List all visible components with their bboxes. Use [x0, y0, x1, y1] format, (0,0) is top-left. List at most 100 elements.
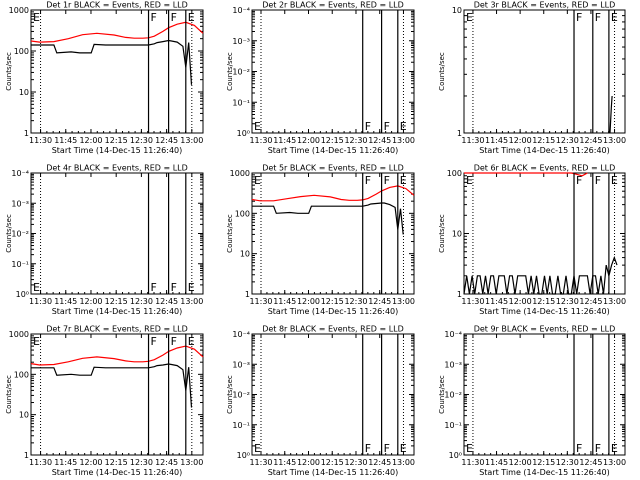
y-tick-label: 10⁻²	[232, 68, 250, 77]
y-tick-label: 10	[452, 230, 462, 239]
event-marker-label: F	[384, 174, 390, 187]
event-marker-label: F	[384, 120, 390, 133]
plot-frame	[251, 9, 415, 134]
plot-frame	[30, 172, 204, 295]
y-tick-label: 10⁻²	[11, 230, 29, 239]
x-tick-label: 12:45	[368, 136, 391, 145]
y-tick-label: 10⁰	[237, 129, 250, 138]
x-tick-label: 12:15	[321, 136, 344, 145]
x-tick-label: 12:45	[155, 297, 178, 306]
x-tick-label: 11:30	[461, 458, 484, 467]
x-axis-label: Start Time (14-Dec-15 11:26:40)	[479, 468, 610, 477]
chart-title: Det 6r BLACK = Events, RED = LLD	[474, 164, 616, 173]
chart-panel-4: Det 4r BLACK = Events, RED = LLD 11:30 11:…	[5, 164, 204, 316]
x-tick-label: 11:45	[54, 136, 77, 145]
y-axis-label: Counts/sec	[226, 214, 234, 253]
y-tick-label: 100	[14, 47, 29, 56]
x-axis-label: Start Time (14-Dec-15 11:26:40)	[52, 146, 183, 155]
y-tick-label: 10⁻⁴	[232, 6, 250, 15]
event-marker-label: F	[171, 335, 177, 348]
x-tick-label: 11:45	[54, 458, 77, 467]
y-tick-label: 10⁻¹	[232, 98, 250, 107]
y-axis-label: Counts/sec	[5, 375, 13, 414]
x-tick-label: 12:30	[344, 297, 367, 306]
x-tick-label: 13:00	[392, 458, 415, 467]
chart-title: Det 1r BLACK = Events, RED = LLD	[46, 1, 188, 10]
x-tick-label: 12:30	[556, 136, 579, 145]
event-marker-label: E	[188, 11, 195, 24]
x-tick-label: 12:00	[509, 136, 532, 145]
x-tick-label: 11:30	[29, 297, 52, 306]
series-line-1	[31, 363, 193, 408]
chart-panel-9: Det 9r BLACK = Events, RED = LLD 11:30 11:…	[438, 325, 626, 478]
y-tick-label: 10⁰	[16, 290, 29, 299]
x-tick-label: 12:15	[105, 297, 128, 306]
y-tick-label: 1	[24, 129, 29, 138]
x-tick-label: 13:00	[180, 297, 203, 306]
y-axis-label: Counts/sec	[226, 375, 234, 414]
x-tick-label: 12:45	[579, 297, 602, 306]
y-tick-label: 10⁻¹	[232, 421, 250, 430]
x-tick-label: 12:00	[79, 297, 102, 306]
x-tick-label: 12:30	[130, 136, 153, 145]
event-marker-label: E	[466, 442, 473, 455]
x-tick-label: 13:00	[603, 458, 626, 467]
y-tick-label: 10⁻³	[11, 199, 29, 208]
x-tick-label: 11:45	[485, 297, 508, 306]
event-marker-label: E	[466, 11, 473, 24]
x-tick-label: 12:45	[368, 458, 391, 467]
x-tick-label: 12:30	[344, 136, 367, 145]
y-tick-label: 10⁻⁴	[232, 330, 250, 339]
x-tick-label: 12:45	[579, 136, 602, 145]
y-tick-label: 10⁻³	[444, 360, 462, 369]
chart-panel-7: Det 7r BLACK = Events, RED = LLD 11:30 11:…	[5, 325, 204, 477]
chart-title: Det 3r BLACK = Events, RED = LLD	[474, 1, 616, 10]
event-marker-label: F	[171, 281, 177, 294]
event-marker-label: F	[171, 11, 177, 24]
x-tick-label: 11:30	[249, 297, 272, 306]
y-tick-label: 10⁻¹	[444, 421, 462, 430]
y-tick-label: 10⁻⁴	[444, 330, 462, 339]
event-marker-label: E	[254, 120, 261, 133]
event-marker-label: E	[400, 120, 407, 133]
series-line-1	[609, 95, 613, 134]
event-marker-label: F	[365, 442, 371, 455]
event-marker-label: F	[384, 442, 390, 455]
x-tick-label: 13:00	[603, 297, 626, 306]
event-marker-label: F	[576, 11, 582, 24]
x-tick-label: 12:30	[130, 458, 153, 467]
event-marker-label: F	[595, 442, 601, 455]
chart-title: Det 5r BLACK = Events, RED = LLD	[262, 164, 404, 173]
series-line-1	[463, 255, 618, 295]
x-tick-label: 12:15	[105, 136, 128, 145]
y-tick-label: 10	[452, 6, 462, 15]
plot-frame	[251, 333, 415, 456]
x-axis-label: Start Time (14-Dec-15 11:26:40)	[479, 146, 610, 155]
x-tick-label: 12:30	[130, 297, 153, 306]
x-tick-label: 11:45	[273, 458, 296, 467]
y-tick-label: 100	[235, 209, 250, 218]
x-tick-label: 12:15	[532, 136, 555, 145]
event-marker-label: E	[188, 281, 195, 294]
y-tick-label: 10⁻³	[232, 360, 250, 369]
chart-panel-5: Det 5r BLACK = Events, RED = LLD 11:30 11:…	[226, 164, 415, 317]
x-axis-label: Start Time (14-Dec-15 11:26:40)	[52, 468, 183, 477]
chart-panel-2: Det 2r BLACK = Events, RED = LLD 11:30 11:…	[226, 1, 415, 156]
series-line-1	[252, 202, 404, 235]
event-marker-label: E	[188, 335, 195, 348]
y-tick-label: 1	[24, 451, 29, 460]
event-marker-label: E	[33, 281, 40, 294]
x-tick-label: 13:00	[180, 458, 203, 467]
y-axis-label: Counts/sec	[5, 52, 13, 91]
x-axis-label: Start Time (14-Dec-15 11:26:40)	[268, 307, 399, 316]
x-tick-label: 12:00	[509, 297, 532, 306]
x-tick-label: 12:00	[79, 136, 102, 145]
x-tick-label: 12:30	[344, 458, 367, 467]
x-axis-label: Start Time (14-Dec-15 11:26:40)	[268, 468, 399, 477]
event-marker-label: E	[466, 174, 473, 187]
y-tick-label: 100	[447, 169, 462, 178]
x-tick-label: 12:00	[79, 458, 102, 467]
event-marker-label: E	[254, 442, 261, 455]
chart-title: Det 8r BLACK = Events, RED = LLD	[262, 325, 404, 334]
y-tick-label: 10⁰	[237, 451, 250, 460]
